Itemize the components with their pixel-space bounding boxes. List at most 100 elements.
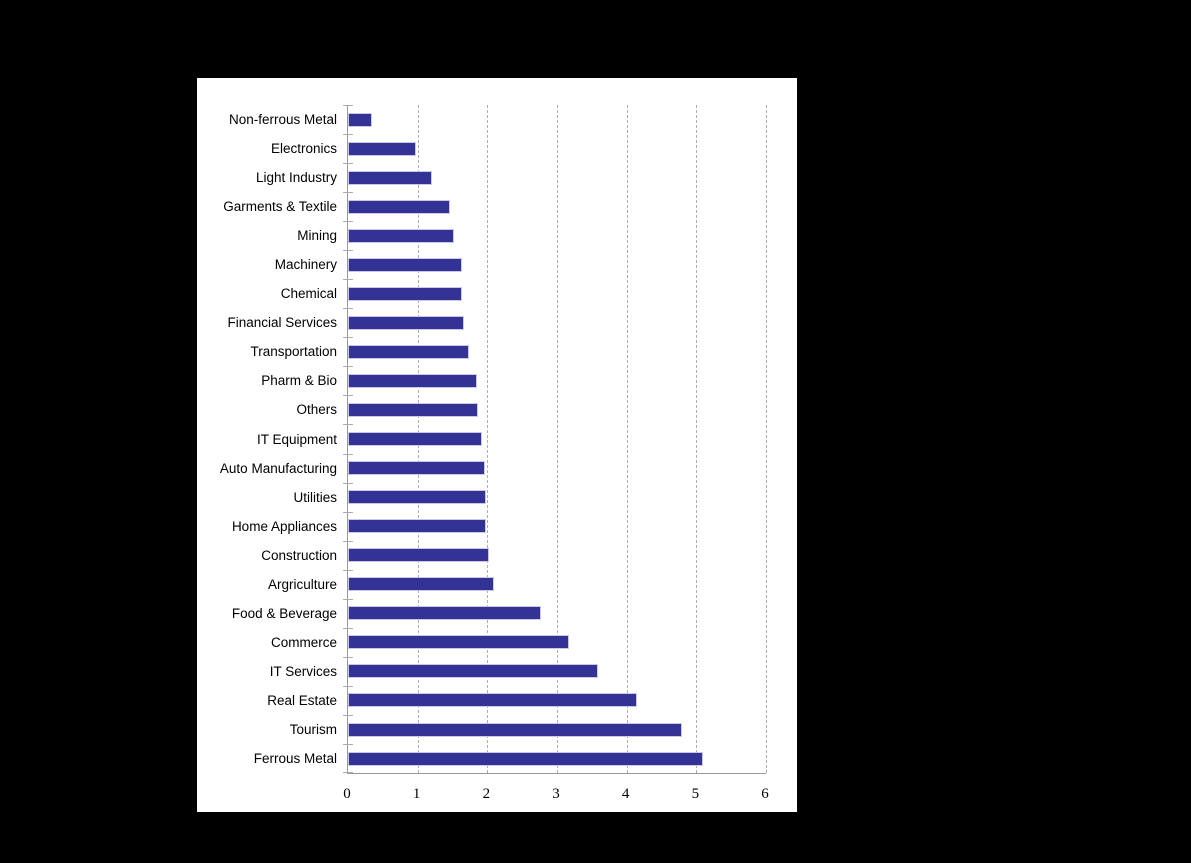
category-label: Non-ferrous Metal	[228, 112, 337, 128]
category-tick	[343, 714, 353, 716]
gridline	[557, 105, 558, 773]
bar-tourism	[348, 722, 682, 737]
bar-it-services	[348, 664, 599, 679]
category-label: Financial Services	[227, 315, 337, 331]
bar-transportation	[348, 344, 470, 359]
bar-row	[348, 279, 766, 308]
bar-home-appliances	[348, 519, 486, 534]
category-label: Construction	[261, 547, 337, 563]
bar-machinery	[348, 257, 462, 272]
category-label: Garments & Textile	[223, 199, 337, 215]
category-tick	[343, 569, 353, 571]
x-tick-label: 3	[552, 786, 560, 802]
category-tick	[343, 540, 353, 542]
category-label: Machinery	[274, 257, 337, 273]
category-label: IT Services	[269, 663, 337, 679]
gridline	[626, 105, 628, 773]
bar-row	[348, 366, 766, 395]
bar-real-estate	[348, 693, 638, 708]
category-label: Utilities	[293, 489, 337, 505]
category-label: Transportation	[250, 344, 337, 360]
bar-row	[348, 599, 766, 628]
x-tick-label: 1	[412, 786, 421, 802]
bar-row	[348, 483, 766, 512]
category-tick	[343, 511, 353, 513]
bar-row	[348, 541, 766, 570]
category-label: Chemical	[280, 286, 337, 302]
category-label: Pharm & Bio	[261, 373, 337, 389]
bar-row	[348, 454, 766, 483]
bar-row	[348, 744, 766, 773]
bar-row	[348, 570, 766, 599]
bar-row	[348, 221, 766, 250]
bar-others	[348, 402, 478, 417]
x-tick-label: 4	[621, 786, 630, 802]
bar-row	[348, 163, 766, 192]
category-label: Electronics	[270, 141, 337, 157]
bar-commerce	[348, 635, 569, 650]
bar-pharm-bio	[348, 373, 477, 388]
x-tick-label: 2	[482, 786, 491, 802]
bar-row	[348, 134, 766, 163]
category-tick	[343, 163, 353, 165]
bar-garments-textile	[348, 199, 450, 214]
category-tick	[343, 453, 353, 455]
x-tick-label: 5	[691, 786, 700, 802]
category-tick	[343, 366, 353, 368]
category-tick	[343, 192, 353, 194]
category-label: IT Equipment	[256, 431, 337, 447]
category-label: Real Estate	[267, 692, 337, 708]
bar-light-industry	[348, 170, 433, 185]
category-label: Food & Beverage	[231, 605, 337, 621]
category-tick	[343, 627, 353, 629]
category-label: Argriculture	[267, 576, 337, 592]
bar-row	[348, 308, 766, 337]
category-tick	[343, 221, 353, 223]
category-axis-labels: Non-ferrous Metal Electronics Light Indust…	[197, 105, 337, 773]
bar-row	[348, 657, 766, 686]
bar-electronics	[348, 141, 416, 156]
category-label: Tourism	[289, 722, 337, 737]
x-tick-label: 6	[761, 786, 769, 802]
bar-row	[348, 628, 766, 657]
category-label: Auto Manufacturing	[219, 460, 337, 476]
category-tick	[343, 656, 353, 658]
plot-area	[343, 105, 767, 774]
gridline	[766, 105, 767, 773]
bar-row	[348, 192, 766, 221]
category-tick	[343, 250, 353, 252]
bar-row	[348, 512, 766, 541]
category-tick	[343, 772, 353, 773]
bar-row	[348, 395, 766, 424]
chart-canvas: Non-ferrous Metal Electronics Light Indust…	[197, 78, 797, 812]
bar-row	[348, 250, 766, 279]
category-tick	[343, 134, 353, 136]
bar-non-ferrous-metal	[348, 112, 373, 127]
bar-row	[348, 425, 766, 454]
category-tick	[343, 598, 353, 600]
category-label: Home Appliances	[231, 518, 337, 534]
category-tick	[343, 395, 353, 397]
bar-it-equipment	[348, 432, 482, 447]
category-label: Mining	[297, 228, 337, 244]
category-tick	[343, 743, 353, 745]
category-tick	[343, 279, 353, 281]
category-tick	[343, 424, 353, 426]
bars-container	[348, 105, 766, 773]
category-label: Light Industry	[255, 170, 337, 186]
category-tick	[343, 685, 353, 687]
category-label: Others	[296, 402, 337, 418]
bar-utilities	[348, 490, 486, 505]
bar-food-beverage	[348, 606, 541, 621]
value-axis-tick-labels: 0 1 2 3 4 5 6	[343, 786, 769, 808]
bar-financial-services	[348, 315, 464, 330]
category-label: Ferrous Metal	[253, 751, 337, 767]
bar-auto-manufacturing	[348, 461, 485, 476]
x-tick-label: 0	[343, 786, 351, 802]
category-tick	[343, 337, 353, 339]
bar-ferrous-metal	[348, 751, 704, 766]
bar-row	[348, 715, 766, 744]
category-label: Commerce	[270, 634, 337, 650]
category-tick	[343, 482, 353, 484]
